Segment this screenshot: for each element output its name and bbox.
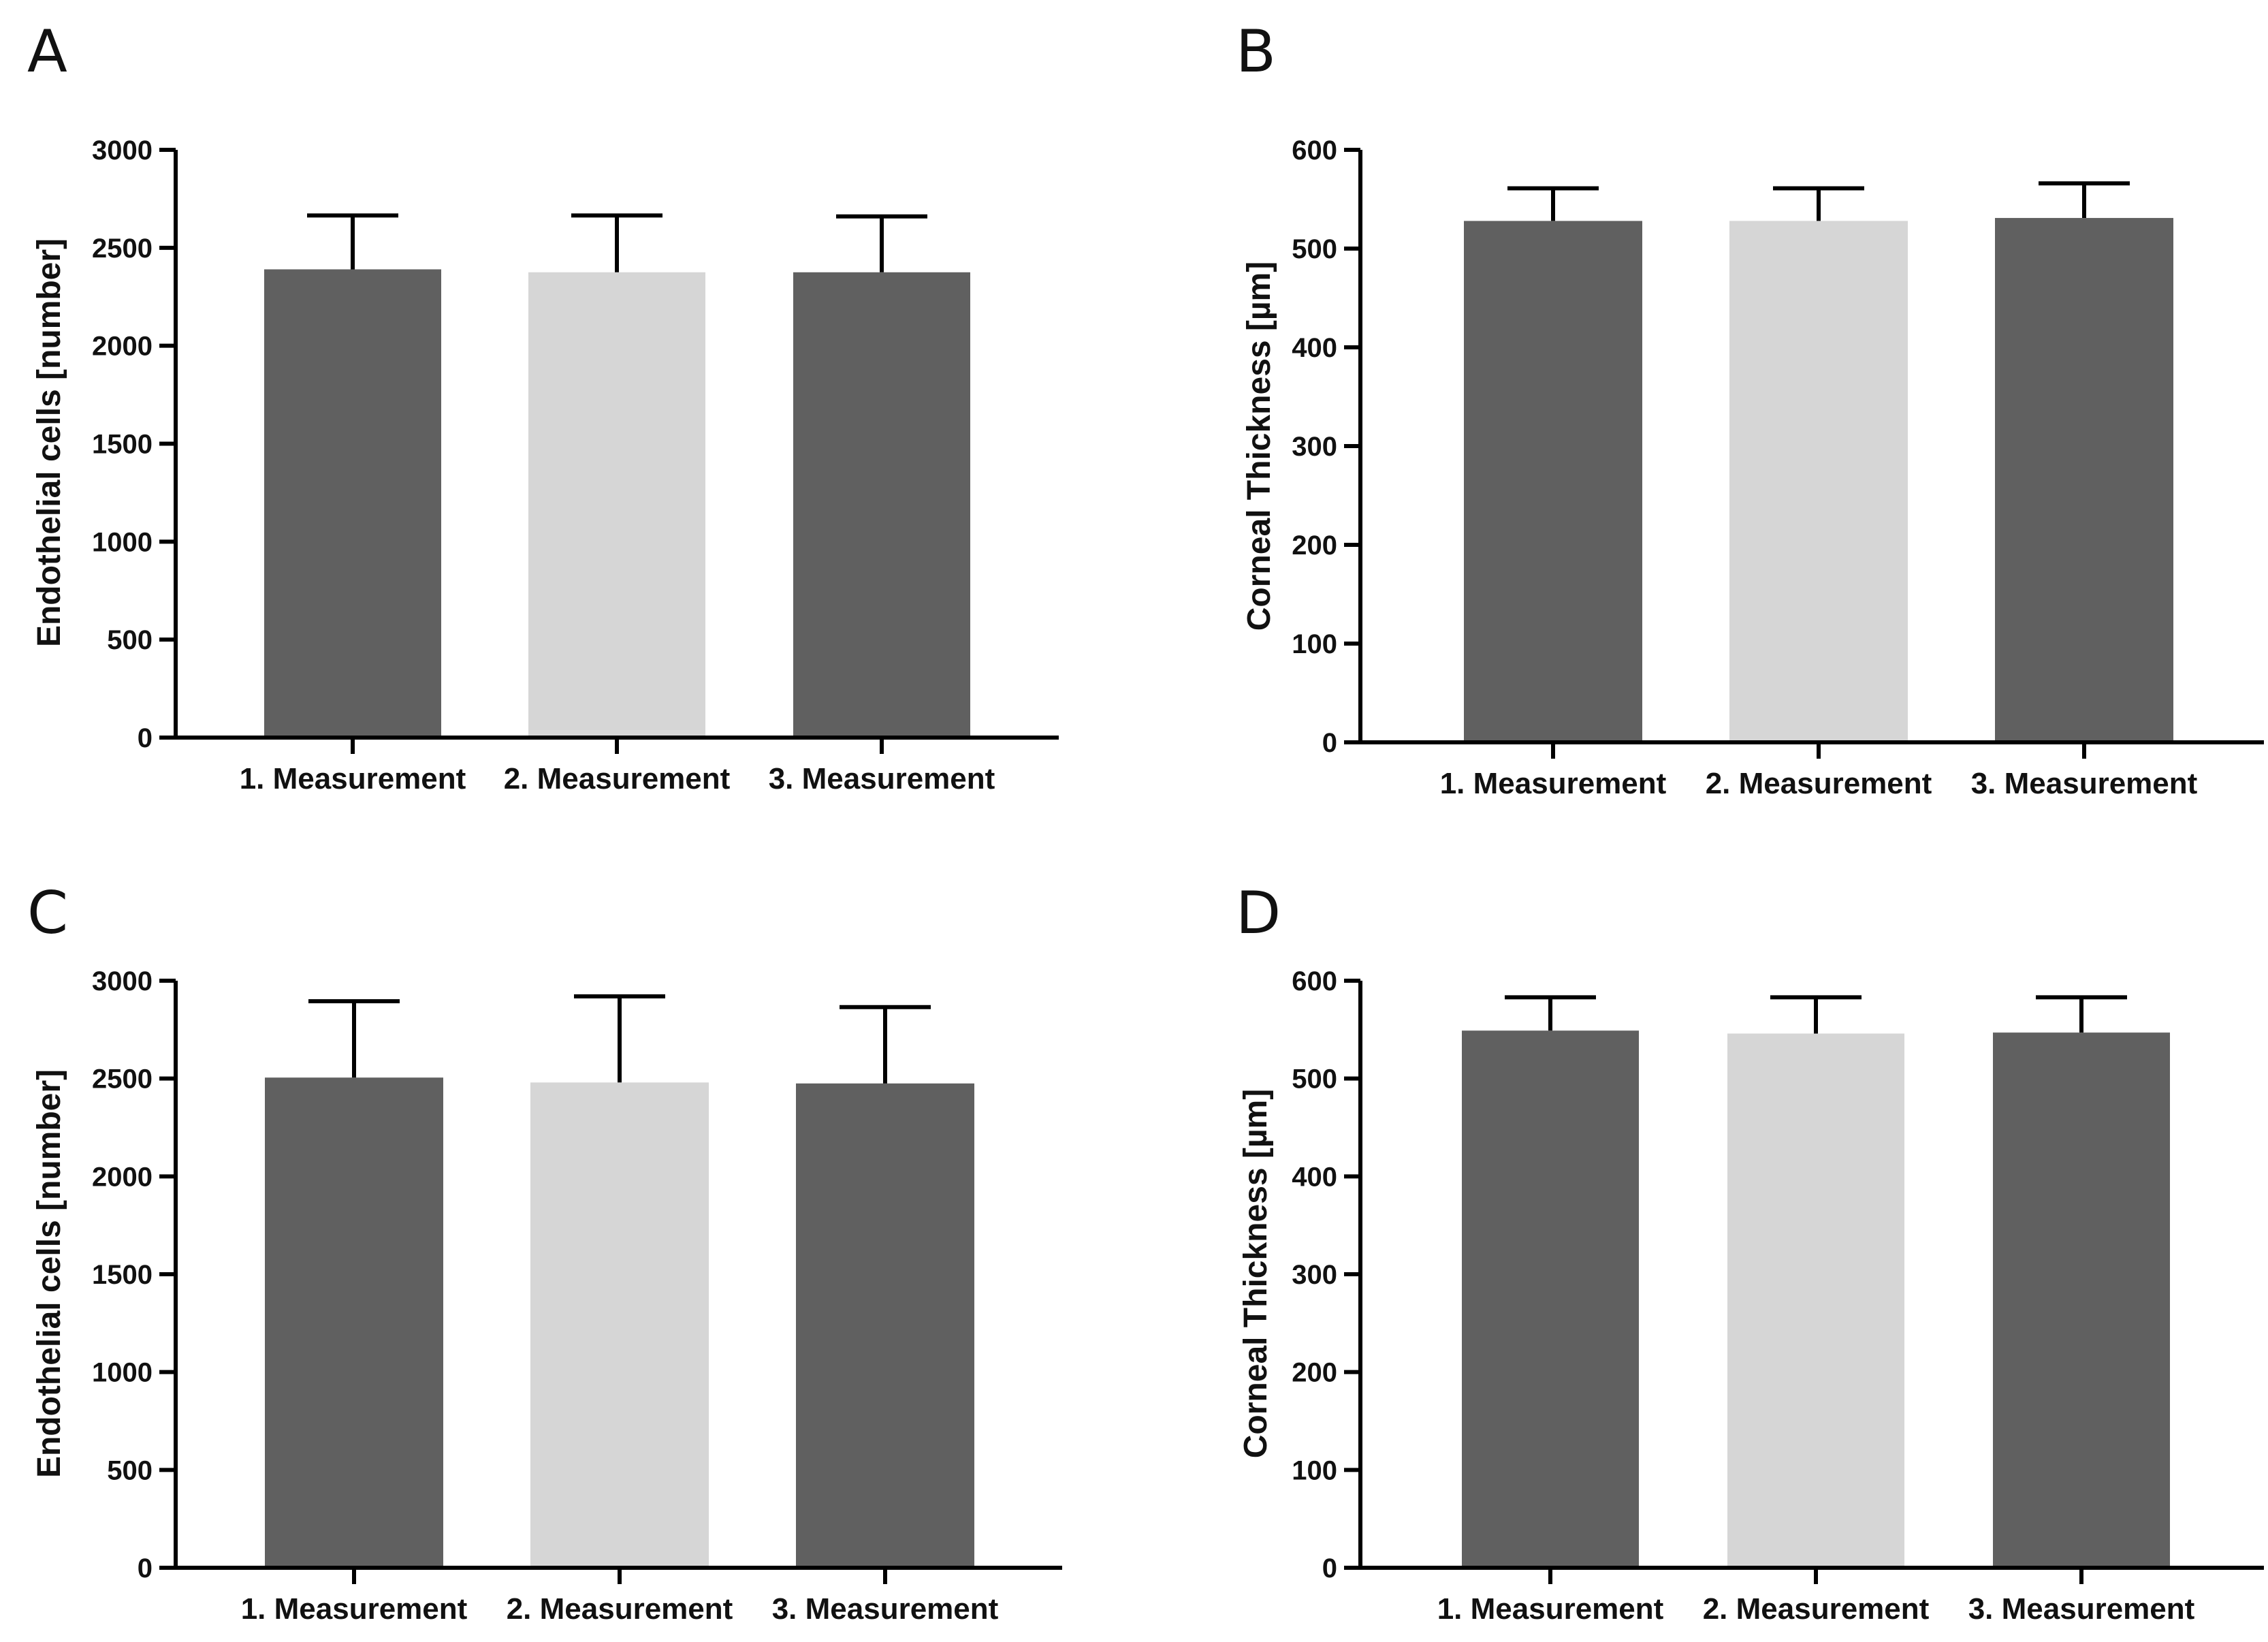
bar <box>1462 1030 1639 1568</box>
x-category-label: 1. Measurement <box>240 762 466 795</box>
y-tick-label: 400 <box>1292 333 1337 363</box>
bar <box>530 1082 709 1568</box>
y-tick-label: 2500 <box>92 1064 153 1094</box>
y-tick-label: 500 <box>107 625 153 655</box>
x-category-label: 3. Measurement <box>769 762 995 795</box>
x-category-label: 1. Measurement <box>1437 1592 1664 1626</box>
y-tick-label: 200 <box>1292 1358 1337 1388</box>
bar <box>1727 1033 1904 1568</box>
x-category-label: 2. Measurement <box>507 1592 733 1626</box>
y-axis-label: Endothelial cells [number] <box>31 1069 67 1478</box>
bar <box>796 1083 974 1568</box>
y-tick-label: 3000 <box>92 966 153 996</box>
bar <box>1729 221 1908 742</box>
x-category-label: 2. Measurement <box>1706 767 1932 800</box>
y-tick-label: 1000 <box>92 1358 153 1388</box>
bar <box>1995 218 2173 742</box>
chart-c: C Endothelial cells [number] 0 500 1000 150… <box>27 879 1062 1626</box>
x-category-label: 2. Measurement <box>504 762 731 795</box>
panel-label: B <box>1236 18 1276 86</box>
y-tick-label: 2000 <box>92 1162 153 1192</box>
y-tick-label: 500 <box>1292 234 1337 264</box>
y-axis-label: Corneal Thickness [µm] <box>1238 1089 1274 1458</box>
y-tick-label: 0 <box>1322 1553 1337 1583</box>
y-tick-label: 2500 <box>92 234 153 264</box>
panel-c: C Endothelial cells [number] 0 500 1000 150… <box>0 827 1134 1639</box>
y-tick-label: 0 <box>1322 728 1337 758</box>
y-tick-label: 600 <box>1292 966 1337 996</box>
y-tick-label: 400 <box>1292 1162 1337 1192</box>
y-tick-label: 3000 <box>92 136 153 165</box>
x-category-label: 2. Measurement <box>1703 1592 1930 1626</box>
chart-a: A Endothelial cells [number] 0 500 1000 150… <box>27 18 1059 795</box>
y-tick-label: 100 <box>1292 629 1337 659</box>
bar <box>1464 221 1642 742</box>
bar <box>1993 1032 2170 1568</box>
x-category-label: 3. Measurement <box>772 1592 999 1626</box>
panel-b: B Corneal Thickness [µm] 0 100 200 300 400 50… <box>1134 0 2268 817</box>
y-tick-label: 100 <box>1292 1455 1337 1485</box>
y-tick-label: 1000 <box>92 527 153 557</box>
panel-label: C <box>27 879 68 947</box>
panel-label: D <box>1236 879 1281 947</box>
bar <box>528 272 705 738</box>
y-tick-label: 1500 <box>92 430 153 460</box>
chart-d: D Corneal Thickness [µm] 0 100 200 300 400 50… <box>1236 879 2264 1626</box>
panel-a: A Endothelial cells [number] 0 500 1000 150… <box>0 0 1134 817</box>
bar <box>264 269 441 738</box>
x-category-label: 1. Measurement <box>1440 767 1667 800</box>
y-tick-label: 500 <box>1292 1064 1337 1094</box>
chart-b: B Corneal Thickness [µm] 0 100 200 300 400 50… <box>1236 18 2264 800</box>
y-tick-label: 0 <box>138 723 153 753</box>
bar <box>793 272 970 738</box>
x-category-label: 3. Measurement <box>1968 1592 2195 1626</box>
y-tick-label: 300 <box>1292 432 1337 462</box>
y-tick-label: 200 <box>1292 531 1337 561</box>
y-axis-label: Endothelial cells [number] <box>31 238 67 647</box>
panel-label: A <box>27 18 67 86</box>
x-category-label: 1. Measurement <box>241 1592 468 1626</box>
y-tick-label: 1500 <box>92 1260 153 1290</box>
y-tick-label: 600 <box>1292 136 1337 165</box>
x-category-label: 3. Measurement <box>1971 767 2198 800</box>
y-axis-label: Corneal Thickness [µm] <box>1241 262 1277 631</box>
y-tick-label: 2000 <box>92 332 153 362</box>
panel-d: D Corneal Thickness [µm] 0 100 200 300 400 50… <box>1134 827 2268 1639</box>
y-tick-label: 0 <box>138 1553 153 1583</box>
y-tick-label: 500 <box>107 1455 153 1485</box>
bar <box>265 1077 443 1568</box>
y-tick-label: 300 <box>1292 1260 1337 1290</box>
